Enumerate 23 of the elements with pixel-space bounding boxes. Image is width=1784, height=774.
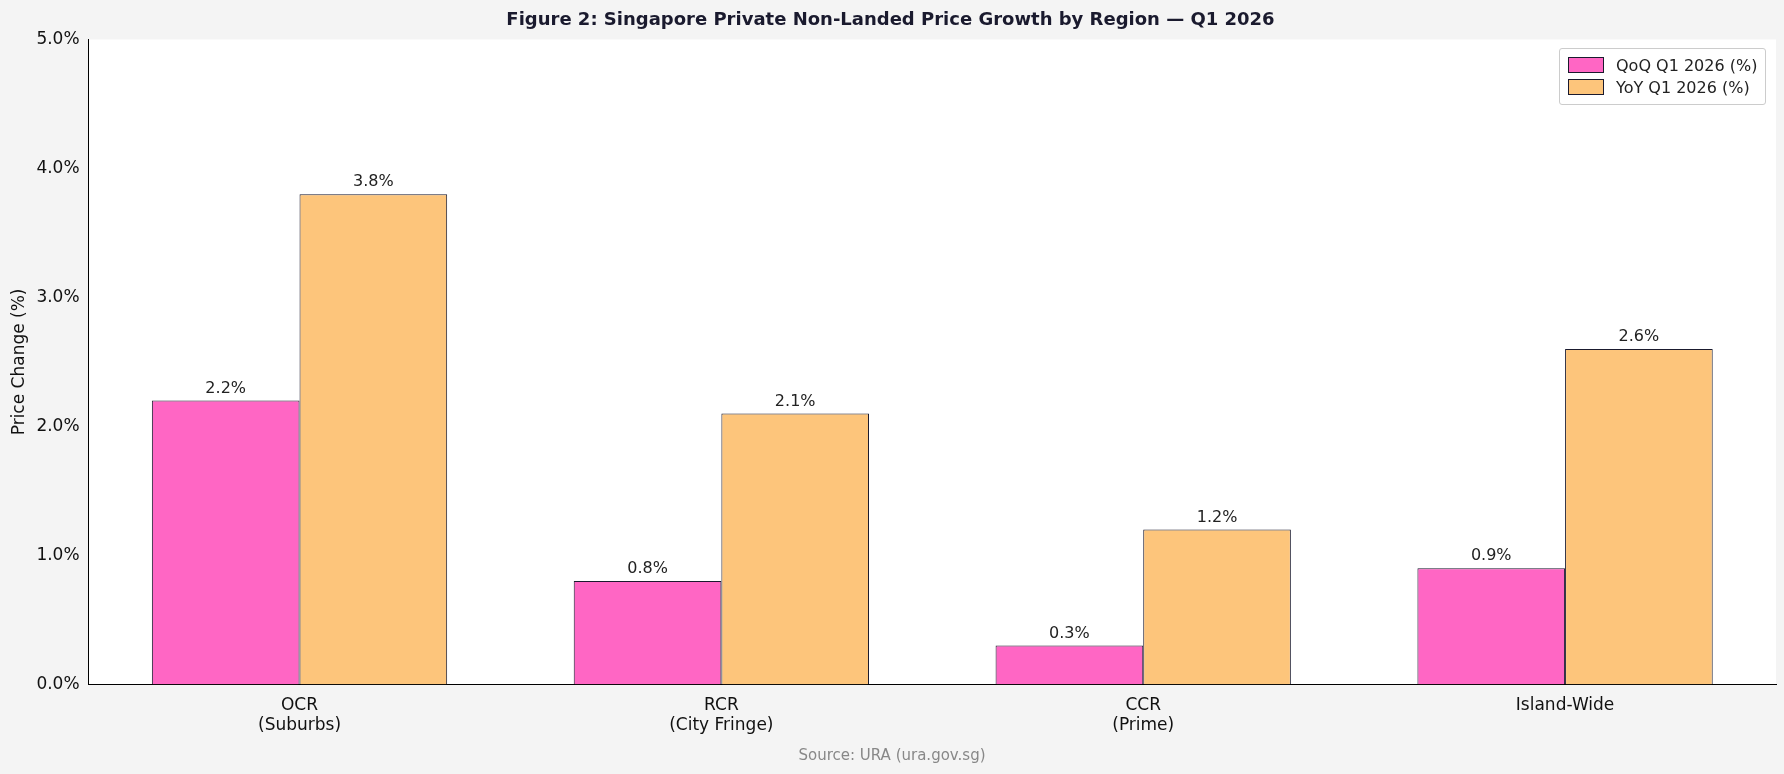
y-tick-label: 1.0% (36, 543, 80, 564)
y-tick-label: 4.0% (36, 156, 80, 177)
y-tick-label: 0.0% (36, 672, 80, 693)
data-label: 2.1% (774, 390, 816, 410)
data-label: 2.2% (205, 377, 247, 397)
source-note: Source: URA (ura.gov.sg) (798, 745, 986, 764)
data-label: 0.9% (1470, 545, 1512, 565)
chart-title: Figure 2: Singapore Private Non-Landed Price Growth by Region — Q1 2026 (506, 8, 1275, 30)
data-label: 0.8% (627, 558, 668, 578)
y-tick-label: 2.0% (36, 414, 80, 435)
legend-label: QoQ Q1 2026 (%) (1616, 55, 1758, 75)
data-label: 1.2% (1196, 506, 1238, 526)
data-label: 0.3% (1049, 622, 1090, 642)
legend-label: YoY Q1 2026 (%) (1616, 77, 1750, 97)
y-tick-label: 5.0% (36, 28, 80, 49)
y-axis-title: Price Change (%) (7, 288, 28, 436)
data-label: 3.8% (353, 171, 394, 191)
x-tick-label: Island-Wide (1515, 693, 1615, 714)
data-label: 2.6% (1618, 326, 1660, 346)
x-tick-label: RCR (City Fringe) (669, 693, 774, 735)
y-tick-label: 3.0% (36, 285, 80, 306)
x-tick-label: CCR (Prime) (1112, 693, 1175, 735)
x-tick-label: OCR (Suburbs) (257, 693, 342, 735)
